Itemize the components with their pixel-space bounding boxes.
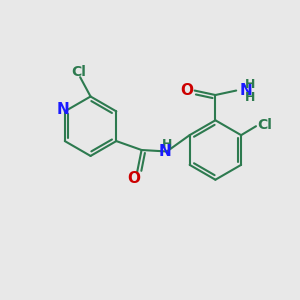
Text: O: O [181, 83, 194, 98]
Text: N: N [159, 144, 172, 159]
Text: O: O [128, 171, 141, 186]
Text: Cl: Cl [71, 65, 86, 79]
Text: H: H [162, 138, 172, 152]
Text: Cl: Cl [257, 118, 272, 132]
Text: N: N [239, 83, 252, 98]
Text: H: H [244, 77, 255, 91]
Text: H: H [244, 91, 255, 103]
Text: N: N [57, 102, 70, 117]
